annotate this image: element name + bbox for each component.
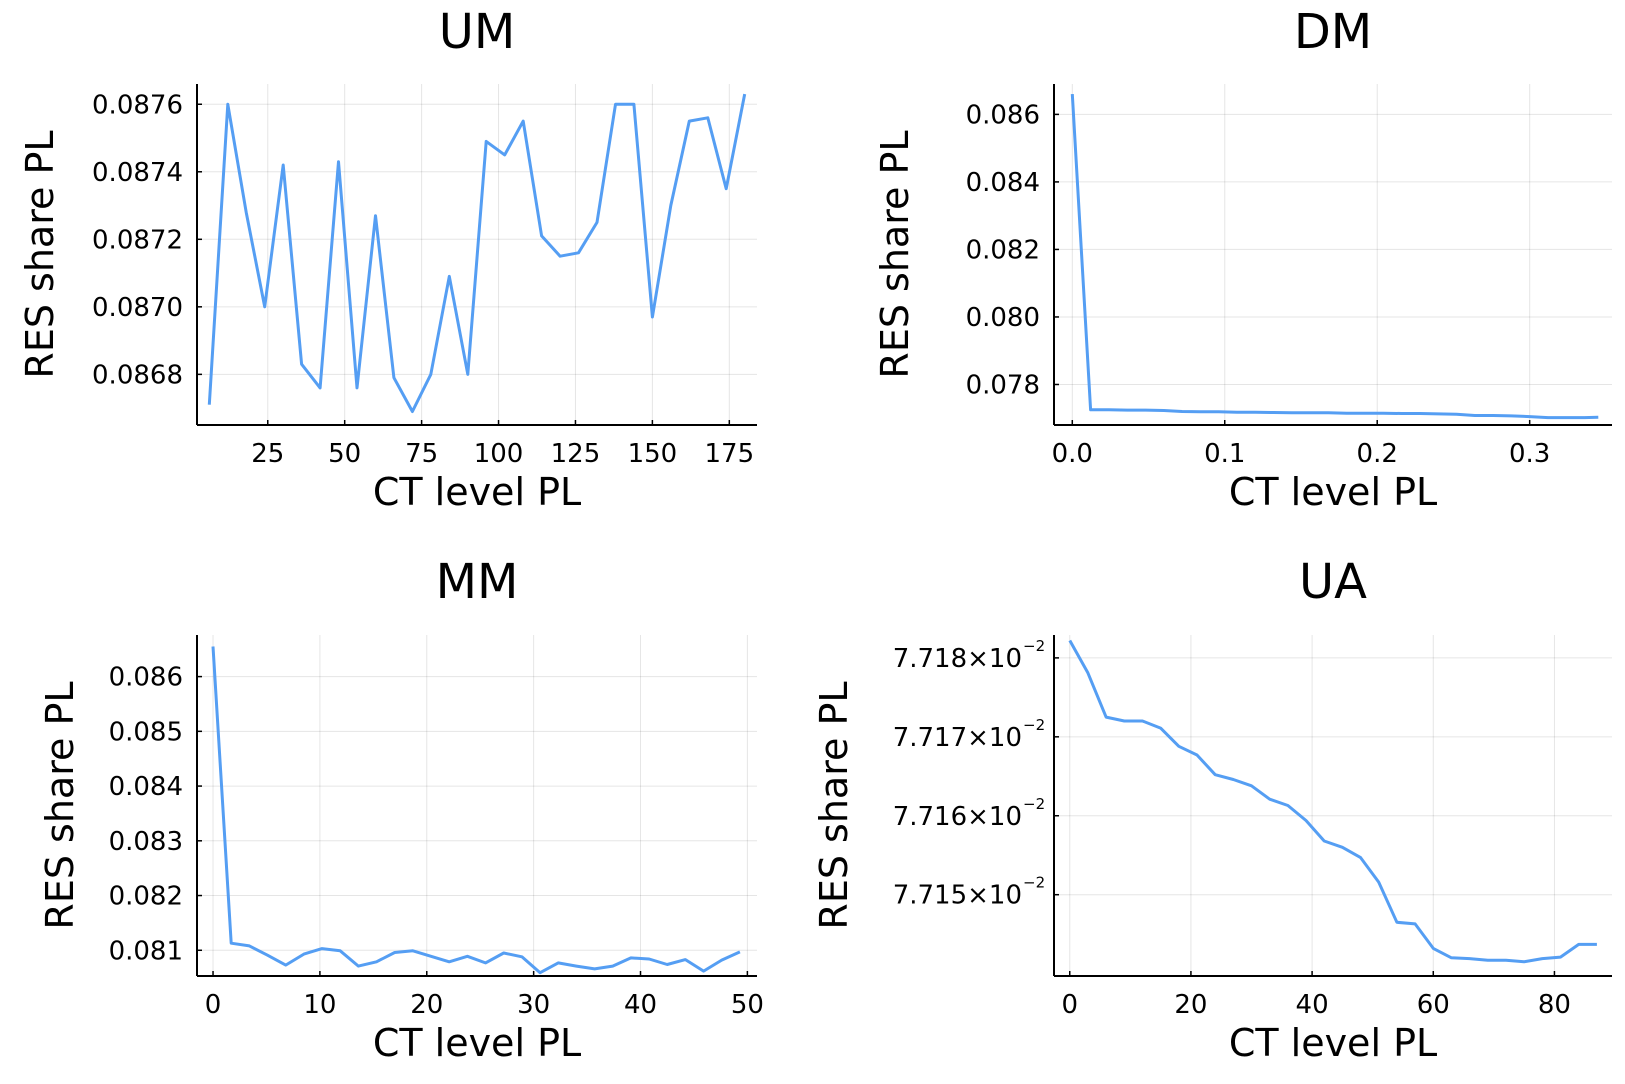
series-line [211, 646, 741, 975]
y-axis-label: RES share PL [18, 130, 62, 378]
x-tick-label: 125 [551, 439, 601, 469]
x-tick-label: 80 [1538, 990, 1571, 1020]
panel-ua: 0 20 40 60 807.715×10 −27.716×10 −27.717×10 −27… [812, 554, 1612, 1065]
x-tick-label: 20 [410, 990, 443, 1020]
x-tick-label: 25 [251, 439, 284, 469]
x-tick-label: 0.2 [1357, 439, 1398, 469]
y-tick-label: 7.715×10 [893, 881, 1022, 911]
y-axis-label: RES share PL [873, 130, 917, 378]
y-tick-label: 7.717×10 [893, 723, 1022, 753]
series-line [1068, 639, 1597, 964]
x-tick-label: 20 [1174, 990, 1207, 1020]
x-tick-label: 50 [328, 439, 361, 469]
y-tick-label: 0.084 [109, 772, 183, 802]
y-tick-label: 0.081 [109, 936, 183, 966]
x-tick-label: 60 [1417, 990, 1450, 1020]
x-axis-label: CT level PL [373, 1021, 581, 1065]
chart-title: DM [1294, 4, 1372, 60]
y-tick-label: 7.718×10 [893, 644, 1022, 674]
x-tick-label: 75 [405, 439, 438, 469]
x-axis-label: CT level PL [1229, 470, 1437, 514]
panel-mm: 0 10 20 30 40 50 0.081 0.082 0.083 0.084 0.085 0.08… [38, 554, 764, 1065]
y-tick-label: 7.716×10 [893, 802, 1022, 832]
x-tick-label: 50 [731, 990, 764, 1020]
y-tick-label: 0.0870 [92, 293, 183, 323]
x-tick-label: 0 [205, 990, 222, 1020]
x-tick-label: 0.1 [1204, 439, 1245, 469]
x-tick-label: 175 [704, 439, 754, 469]
y-tick-label: 0.083 [109, 827, 183, 857]
y-tick-exponent: −2 [1023, 874, 1045, 892]
y-tick-exponent: −2 [1023, 716, 1045, 734]
panel-um: 25 50 75 100 125 150 175 0.0868 0.0870 0.0872 0.08… [18, 4, 757, 514]
y-tick-label: 0.0872 [92, 225, 183, 255]
x-tick-label: 0 [1061, 990, 1078, 1020]
x-tick-label: 100 [474, 439, 524, 469]
y-axis-label: RES share PL [38, 681, 82, 929]
y-tick-label: 0.082 [109, 882, 183, 912]
y-tick-label: 0.084 [966, 168, 1040, 198]
x-tick-label: 10 [303, 990, 336, 1020]
x-tick-label: 40 [624, 990, 657, 1020]
y-tick-label: 0.0868 [92, 360, 183, 390]
y-tick-label: 0.0876 [92, 90, 183, 120]
series-line [207, 93, 747, 413]
x-tick-label: 0.3 [1509, 439, 1550, 469]
y-tick-label: 0.086 [109, 663, 183, 693]
x-axis-label: CT level PL [1229, 1021, 1437, 1065]
series-line [1070, 94, 1599, 420]
y-tick-label: 0.080 [966, 303, 1040, 333]
y-tick-label: 0.078 [966, 370, 1040, 400]
y-tick-label: 0.085 [109, 717, 183, 747]
x-tick-label: 40 [1296, 990, 1329, 1020]
y-tick-label: 0.086 [966, 100, 1040, 130]
y-tick-label: 0.082 [966, 235, 1040, 265]
chart-title: MM [436, 554, 519, 610]
chart-title: UA [1299, 554, 1367, 610]
chart-title: UM [439, 4, 516, 60]
panel-dm: 0.0 0.1 0.2 0.3 0.078 0.080 0.082 0.084 0.086 DM C… [873, 4, 1612, 514]
x-tick-label: 0.0 [1052, 439, 1093, 469]
y-axis-label: RES share PL [812, 681, 856, 929]
x-tick-label: 150 [628, 439, 678, 469]
x-tick-label: 30 [517, 990, 550, 1020]
y-tick-exponent: −2 [1023, 637, 1045, 655]
y-tick-exponent: −2 [1023, 795, 1045, 813]
x-axis-label: CT level PL [373, 470, 581, 514]
y-tick-label: 0.0874 [92, 158, 183, 188]
